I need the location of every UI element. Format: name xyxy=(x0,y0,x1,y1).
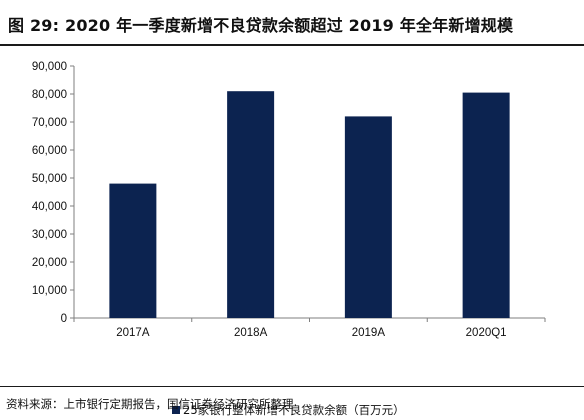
y-tick-label: 60,000 xyxy=(32,145,67,157)
chart-legend: 25家银行整体新增不良贷款余额（百万元） xyxy=(172,402,405,418)
source-divider xyxy=(0,386,584,387)
x-tick-label: 2019A xyxy=(352,327,386,339)
y-tick-label: 80,000 xyxy=(32,89,67,101)
y-tick-label: 40,000 xyxy=(32,201,67,213)
y-tick-label: 10,000 xyxy=(32,285,67,297)
x-tick-label: 2017A xyxy=(116,327,150,339)
y-tick-label: 20,000 xyxy=(32,257,67,269)
figure-title: 图 29: 2020 年一季度新增不良贷款余额超过 2019 年全年新增规模 xyxy=(8,16,514,35)
y-tick-label: 90,000 xyxy=(32,61,67,73)
x-tick-label: 2018A xyxy=(234,327,268,339)
y-tick-label: 30,000 xyxy=(32,229,67,241)
figure-title-bar: 图 29: 2020 年一季度新增不良贷款余额超过 2019 年全年新增规模 xyxy=(0,0,584,46)
chart-area: 0 10,000 20,000 30,000 40,000 50,000 60,000 70,… xyxy=(0,46,584,417)
bar xyxy=(109,183,157,318)
source-note: 资料来源：上市银行定期报告，国信证券经济研究所整理 xyxy=(6,397,294,411)
legend-label: 25家银行整体新增不良贷款余额（百万元） xyxy=(183,403,405,417)
x-tick-label: 2020Q1 xyxy=(466,327,507,339)
y-tick-label: 0 xyxy=(61,313,67,325)
bar xyxy=(227,91,275,318)
legend-swatch xyxy=(172,406,180,414)
bar xyxy=(344,116,392,319)
y-tick-label: 50,000 xyxy=(32,173,67,185)
bar-chart: 0 10,000 20,000 30,000 40,000 50,000 60,000 70,… xyxy=(32,61,546,339)
bar xyxy=(462,92,510,318)
y-tick-label: 70,000 xyxy=(32,117,67,129)
